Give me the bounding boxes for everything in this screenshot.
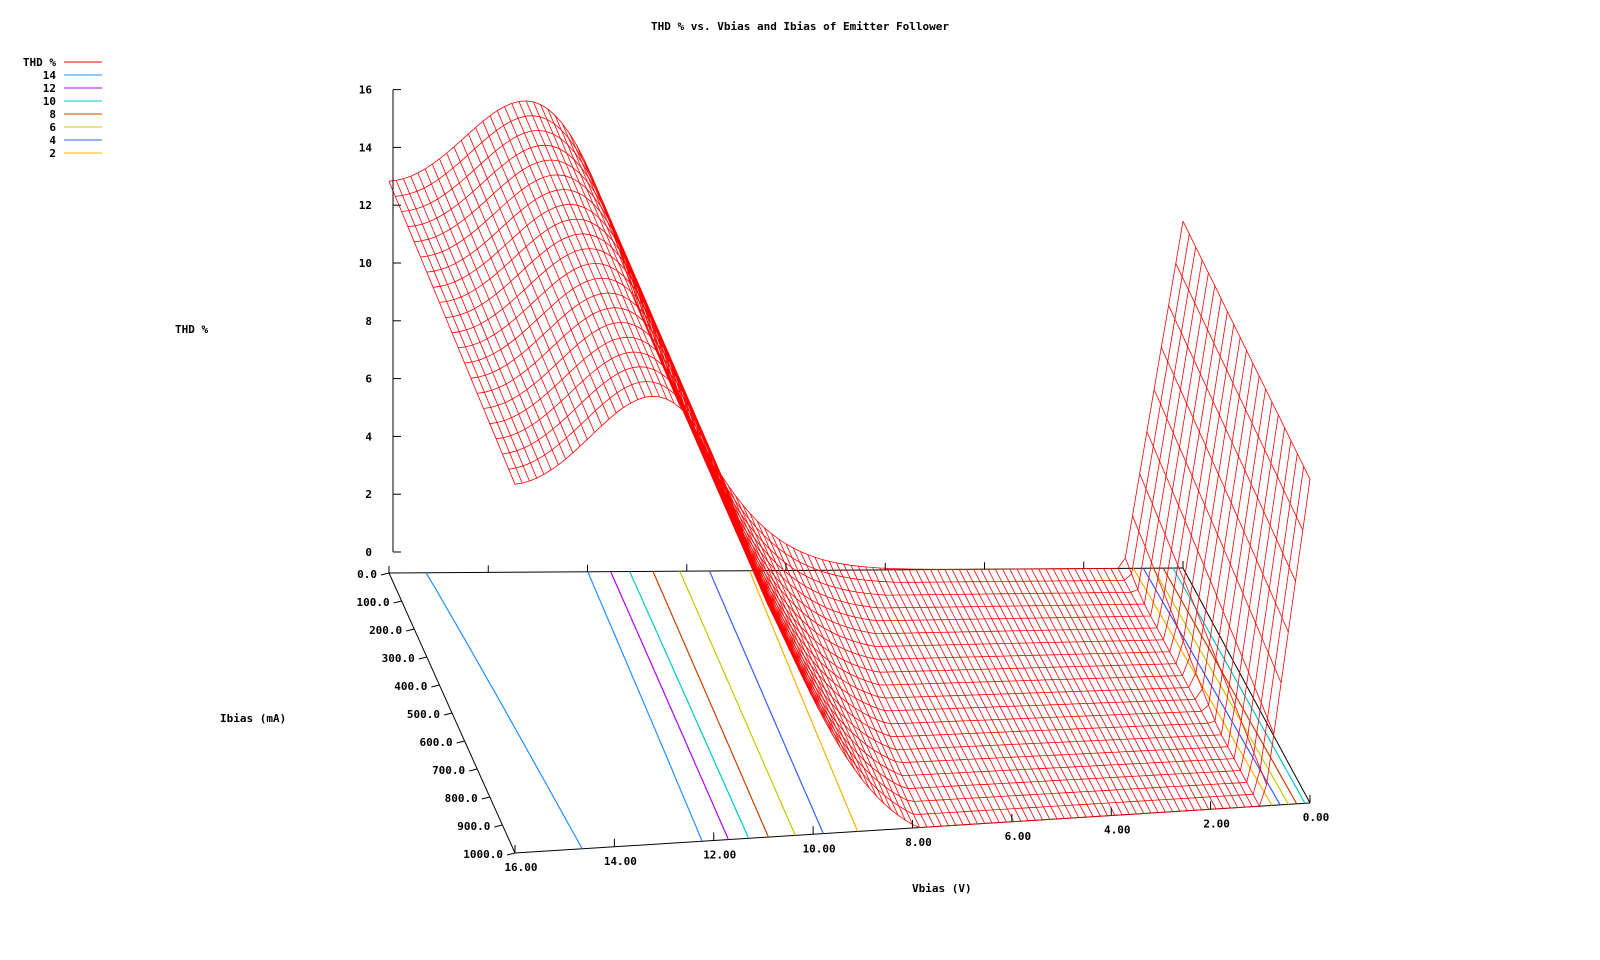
legend-entry-14: 14 bbox=[43, 69, 57, 82]
surface-mesh-vbias-lines bbox=[388, 100, 1311, 828]
x-tick-label: 2.00 bbox=[1203, 817, 1230, 830]
surface-mesh-ibias-lines bbox=[388, 100, 1311, 828]
y-tick-mark bbox=[406, 628, 415, 632]
y-tick-mark bbox=[393, 600, 402, 604]
y-tick-label: 300.0 bbox=[382, 652, 415, 665]
legend-title: THD % bbox=[23, 56, 56, 69]
x-tick-label: 6.00 bbox=[1005, 830, 1032, 843]
z-tick-label: 0 bbox=[365, 546, 372, 559]
y-tick-label: 1000.0 bbox=[463, 848, 503, 861]
legend-entry-4: 4 bbox=[49, 134, 56, 147]
x-tick-label: 14.00 bbox=[604, 855, 637, 868]
surface-mesh bbox=[388, 100, 1311, 828]
z-tick-label: 10 bbox=[359, 257, 372, 270]
contour-line-12 bbox=[610, 571, 729, 840]
y-tick-label: 100.0 bbox=[356, 596, 389, 609]
y-tick-mark bbox=[506, 852, 516, 856]
x-tick-label: 0.00 bbox=[1303, 811, 1330, 824]
contour-line-8 bbox=[652, 567, 1298, 838]
z-tick-label: 6 bbox=[365, 373, 372, 386]
y-tick-label: 400.0 bbox=[394, 680, 427, 693]
x-axis-label: Vbias (V) bbox=[912, 882, 972, 895]
y-tick-mark bbox=[380, 572, 390, 576]
y-tick-label: 600.0 bbox=[419, 736, 452, 749]
y-tick-label: 500.0 bbox=[407, 708, 440, 721]
contour-line-4 bbox=[708, 567, 1281, 834]
chart-title: THD % vs. Vbias and Ibias of Emitter Fol… bbox=[651, 20, 949, 33]
y-tick-mark bbox=[418, 656, 427, 660]
legend-entry-12: 12 bbox=[43, 82, 56, 95]
y-tick-mark bbox=[494, 824, 503, 828]
x-tick-label: 16.00 bbox=[504, 861, 537, 874]
y-tick-mark bbox=[456, 740, 465, 744]
z-tick-label: 14 bbox=[359, 141, 373, 154]
x-tick-label: 8.00 bbox=[905, 836, 932, 849]
contour-line-10 bbox=[629, 567, 1306, 839]
z-tick-label: 2 bbox=[365, 488, 372, 501]
z-axis-label: THD % bbox=[175, 323, 208, 336]
x-tick-label: 10.00 bbox=[803, 842, 836, 855]
z-tick-label: 16 bbox=[359, 84, 373, 97]
y-tick-label: 0.0 bbox=[357, 568, 377, 581]
x-tick-label: 4.00 bbox=[1104, 824, 1131, 837]
z-tick-label: 4 bbox=[365, 430, 372, 443]
legend-entry-2: 2 bbox=[49, 147, 56, 160]
y-tick-label: 700.0 bbox=[432, 764, 465, 777]
y-tick-label: 800.0 bbox=[445, 792, 478, 805]
y-tick-mark bbox=[481, 796, 490, 800]
y-axis-label: Ibias (mA) bbox=[220, 712, 286, 725]
y-tick-mark bbox=[469, 768, 478, 772]
y-tick-label: 200.0 bbox=[369, 624, 402, 637]
legend-entry-10: 10 bbox=[43, 95, 56, 108]
y-tick-mark bbox=[431, 684, 440, 688]
axes: 0 2 4 6 8 10 12 14 16 0.0 100.0 200.0 300.0 400.0 500.… bbox=[356, 84, 1329, 874]
z-tick-label: 12 bbox=[359, 199, 372, 212]
legend-entry-6: 6 bbox=[49, 121, 56, 134]
z-tick-label: 8 bbox=[365, 315, 372, 328]
contour-line-14 bbox=[425, 571, 703, 850]
x-tick-label: 12.00 bbox=[703, 849, 736, 862]
y-tick-label: 900.0 bbox=[457, 820, 490, 833]
y-tick-mark bbox=[443, 712, 453, 716]
legend-entry-8: 8 bbox=[49, 108, 56, 121]
